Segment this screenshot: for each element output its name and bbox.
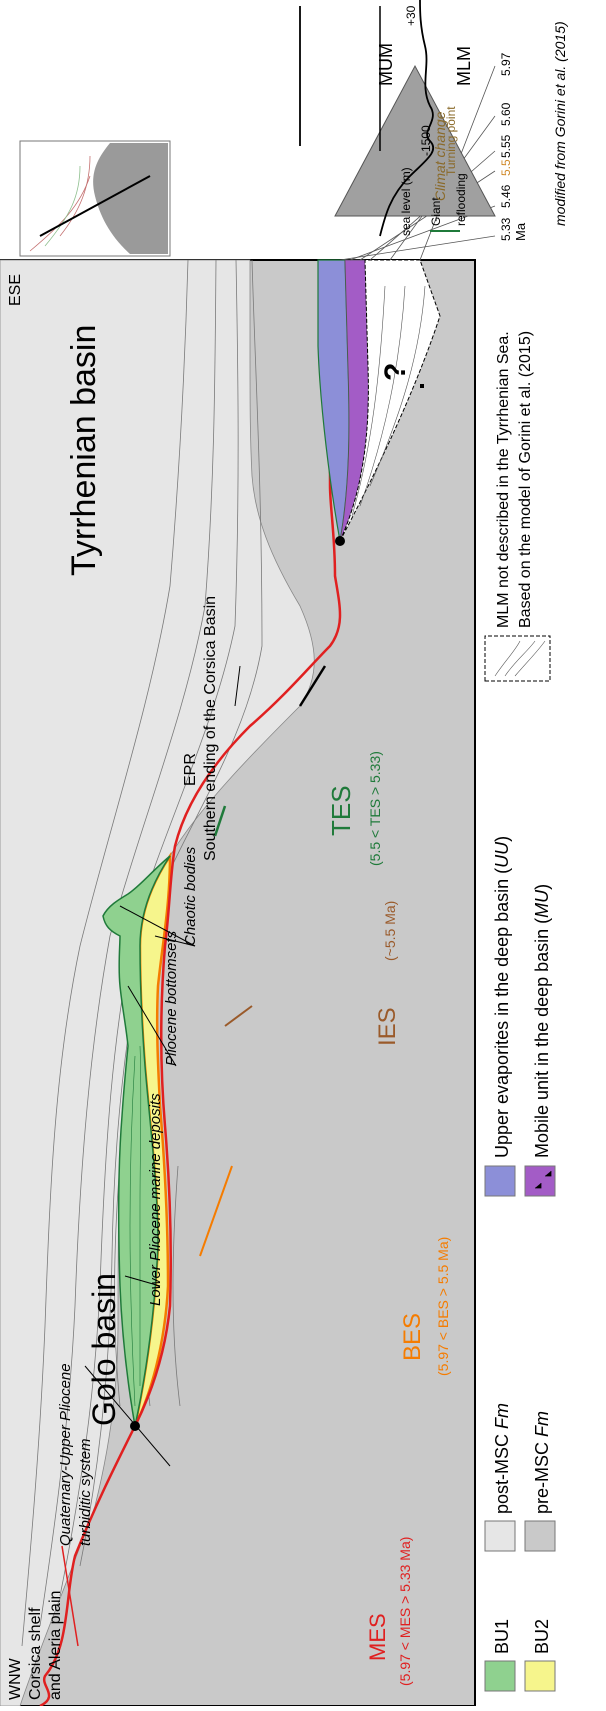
mum-label: MUM — [376, 43, 396, 86]
age-5-5: 5.5 — [499, 159, 513, 176]
legend-bu1-swatch — [484, 1660, 516, 1692]
tyrrhenian-basin-label: Tyrrhenian basin — [65, 325, 103, 576]
mlm-label: MLM — [454, 46, 474, 86]
turning-point-label: Turning point — [444, 106, 458, 176]
legend: BU1 BU2 post-MSC Fm pre-MSC Fm Upper eva… — [484, 331, 556, 1692]
epr-label: EPR — [182, 753, 199, 786]
question-mark: ? — [379, 363, 412, 381]
corsica-label-1: Corsica shelf — [27, 1607, 44, 1700]
bes-range: (5.97 < BES > 5.5 Ma) — [435, 1237, 451, 1376]
sea-level-curve — [379, 0, 435, 237]
inset-map — [19, 140, 171, 257]
corsica-label-2: and Aleria plain — [47, 1591, 64, 1700]
legend-bu1-label: BU1 — [492, 1619, 512, 1654]
age-5-46: 5.46 — [499, 184, 513, 208]
giant-label: Giant — [429, 197, 443, 226]
question-dot — [420, 384, 424, 388]
lower-pliocene-label: Lower Pliocene marine deposits — [147, 1093, 164, 1306]
legend-mlm-note-1: MLM not described in the Tyrrhenian Sea. — [495, 331, 512, 628]
legend-bu2-swatch — [524, 1660, 556, 1692]
cross-section: ? WNW Corsica shelf and Aleria plain ESE… — [0, 259, 476, 1708]
legend-post-msc: post-MSC Fm — [492, 1403, 512, 1514]
legend-uu-swatch — [484, 1165, 516, 1197]
chaotic-bodies-label: Chaotic bodies — [182, 846, 199, 946]
inset-ma-label: Ma — [513, 222, 528, 241]
map-profile-line — [39, 175, 151, 237]
legend-mlm-note-2: Based on the model of Gorini et al. (201… — [517, 331, 534, 628]
fault-line — [298, 665, 327, 707]
sea-plus-label: +30 — [404, 5, 418, 26]
ies-range: (~5.5 Ma) — [382, 901, 398, 961]
legend-post-msc-swatch — [484, 1520, 516, 1552]
reflooding-label: reflooding — [454, 173, 468, 226]
age-5-60: 5.60 — [499, 102, 513, 126]
mlm-body — [339, 259, 441, 542]
legend-mu-swatch — [524, 1165, 556, 1197]
tes-label: TES — [326, 785, 356, 836]
pinch-point-tyrrhenian — [335, 536, 345, 546]
mes-surface — [39, 366, 342, 1708]
climat-change-label: Climat change — [432, 111, 448, 201]
ese-label: ESE — [7, 274, 24, 306]
age-5-55: 5.55 — [499, 134, 513, 158]
mes-range: (5.97 < MES > 5.33 Ma) — [397, 1537, 413, 1686]
map-contour-3 — [59, 155, 91, 237]
golo-basin-label: Golo basin — [86, 1273, 122, 1426]
legend-bu2-label: BU2 — [532, 1619, 552, 1654]
quaternary-label-1: Quaternary-Upper Pliocene — [57, 1363, 74, 1546]
wnw-label: WNW — [7, 1657, 24, 1700]
legend-pre-msc-swatch — [524, 1520, 556, 1552]
corsica-basin-label: Southern ending of the Corsica Basin — [202, 596, 219, 861]
bes-label: BES — [399, 1313, 426, 1361]
inset-triangle — [334, 64, 496, 217]
age-5-33: 5.33 — [499, 217, 513, 241]
legend-uu: Upper evaporites in the deep basin (UU) — [492, 836, 512, 1158]
tyrrhenian-units: ? — [317, 259, 441, 546]
map-contour-2 — [44, 165, 81, 247]
pliocene-bottomsets-label: Pliocene bottomsets — [163, 930, 180, 1066]
ies-label: IES — [374, 1007, 401, 1046]
mlm-lines — [351, 285, 426, 517]
legend-mlm-swatch — [484, 635, 551, 682]
tes-range: (5.5 < TES > 5.33) — [367, 751, 383, 866]
age-5-97: 5.97 — [499, 52, 513, 76]
map-land — [93, 143, 168, 254]
legend-mu: Mobile unit in the deep basin (MU) — [532, 884, 552, 1158]
legend-mu-ticks — [535, 1171, 552, 1189]
surface-arrows — [61, 805, 253, 1647]
sea-minus-label: -1500 — [419, 125, 433, 156]
legend-pre-msc: pre-MSC Fm — [532, 1411, 552, 1514]
bu1-layer — [102, 855, 171, 1427]
bu1-internal — [129, 1045, 142, 1407]
legend-mlm-lines — [494, 640, 546, 677]
leader-lines — [84, 665, 241, 1467]
quaternary-label-2: turbiditic system — [77, 1438, 94, 1546]
sea-level-label: sea level (m) — [399, 167, 413, 236]
inset: Ma 5.33 5.46 5.5 5.55 5.60 5.97 sea leve… — [19, 0, 568, 261]
inset-credit: modified from Gorini et al. (2015) — [552, 21, 568, 226]
mes-label: MES — [365, 1613, 390, 1661]
